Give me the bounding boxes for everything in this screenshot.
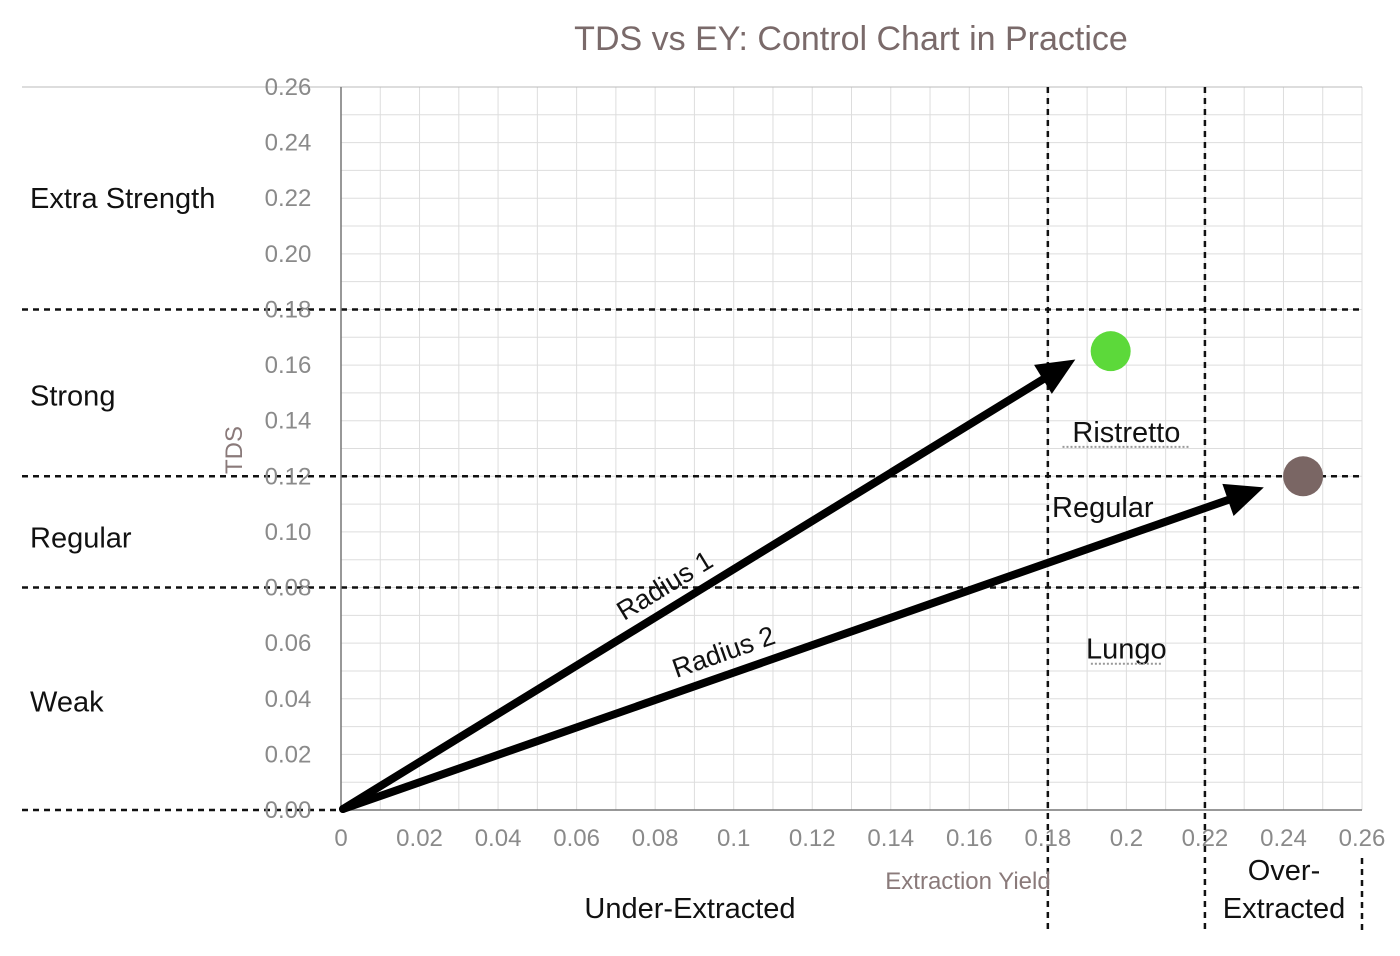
- y-tick-label: 0.12: [265, 463, 312, 490]
- x-tick-label: 0.06: [553, 825, 600, 852]
- ey-region-over-extracted-line2: Extracted: [1223, 893, 1346, 925]
- zone-label: Lungo: [1086, 634, 1167, 666]
- data-point: [1283, 456, 1324, 497]
- arrow-head: [1222, 483, 1264, 517]
- zone-label: Ristretto: [1072, 417, 1180, 449]
- tds-band-label: Strong: [30, 381, 115, 413]
- y-tick-label: 0.02: [265, 741, 312, 768]
- ey-region-under-extracted: Under-Extracted: [584, 893, 795, 925]
- x-tick-label: 0.18: [1024, 825, 1071, 852]
- x-tick-label: 0.2: [1110, 825, 1143, 852]
- y-tick-label: 0.10: [265, 519, 312, 546]
- x-tick-label: 0.12: [789, 825, 836, 852]
- arrow-shaft: [339, 375, 1047, 813]
- x-tick-label: 0.08: [632, 825, 679, 852]
- y-tick-label: 0.04: [265, 686, 312, 713]
- x-tick-label: 0.02: [396, 825, 443, 852]
- tds-band-label: Extra Strength: [30, 183, 215, 215]
- tds-band-label: Regular: [30, 522, 132, 554]
- x-tick-label: 0.04: [475, 825, 522, 852]
- axes: [340, 87, 1362, 811]
- y-tick-label: 0.16: [265, 352, 312, 379]
- x-tick-label: 0.22: [1182, 825, 1229, 852]
- data-point: [1090, 331, 1131, 372]
- x-tick-label: 0.1: [717, 825, 750, 852]
- x-tick-labels: 0 0.02 0.04 0.06 0.08 0.1 0.12 0.14 0.16 0.18 0.2 0…: [334, 825, 1385, 852]
- x-tick-label: 0.26: [1339, 825, 1386, 852]
- data-points: [1090, 331, 1324, 497]
- threshold-lines: [22, 87, 1364, 932]
- x-tick-label: 0: [334, 825, 347, 852]
- y-tick-label: 0.18: [265, 296, 312, 323]
- x-tick-label: 0.16: [946, 825, 993, 852]
- y-tick-label: 0.08: [265, 575, 312, 602]
- ey-region-over-extracted-line1: Over-: [1248, 855, 1321, 887]
- chart-title: TDS vs EY: Control Chart in Practice: [574, 20, 1128, 58]
- y-tick-labels: 0.00 0.02 0.04 0.06 0.08 0.10 0.12 0.14 0.16 0.18…: [265, 74, 312, 824]
- zone-labels: Ristretto Regular Lungo: [1052, 417, 1191, 666]
- arrow-shaft: [339, 495, 1232, 813]
- y-tick-label: 0.00: [265, 797, 312, 824]
- x-tick-label: 0.14: [867, 825, 914, 852]
- x-tick-label: 0.24: [1260, 825, 1307, 852]
- y-tick-label: 0.26: [265, 74, 312, 101]
- tds-band-labels: Extra Strength Strong Regular Weak: [30, 183, 215, 718]
- y-tick-label: 0.14: [265, 408, 312, 435]
- arrow-head: [1034, 359, 1076, 394]
- tds-band-label: Weak: [30, 687, 104, 719]
- y-tick-label: 0.20: [265, 241, 312, 268]
- y-axis-label: TDS: [221, 426, 248, 474]
- zone-label: Regular: [1052, 492, 1154, 524]
- y-tick-label: 0.06: [265, 630, 312, 657]
- y-tick-label: 0.24: [265, 130, 312, 157]
- y-tick-label: 0.22: [265, 185, 312, 212]
- x-axis-label: Extraction Yield: [885, 868, 1050, 895]
